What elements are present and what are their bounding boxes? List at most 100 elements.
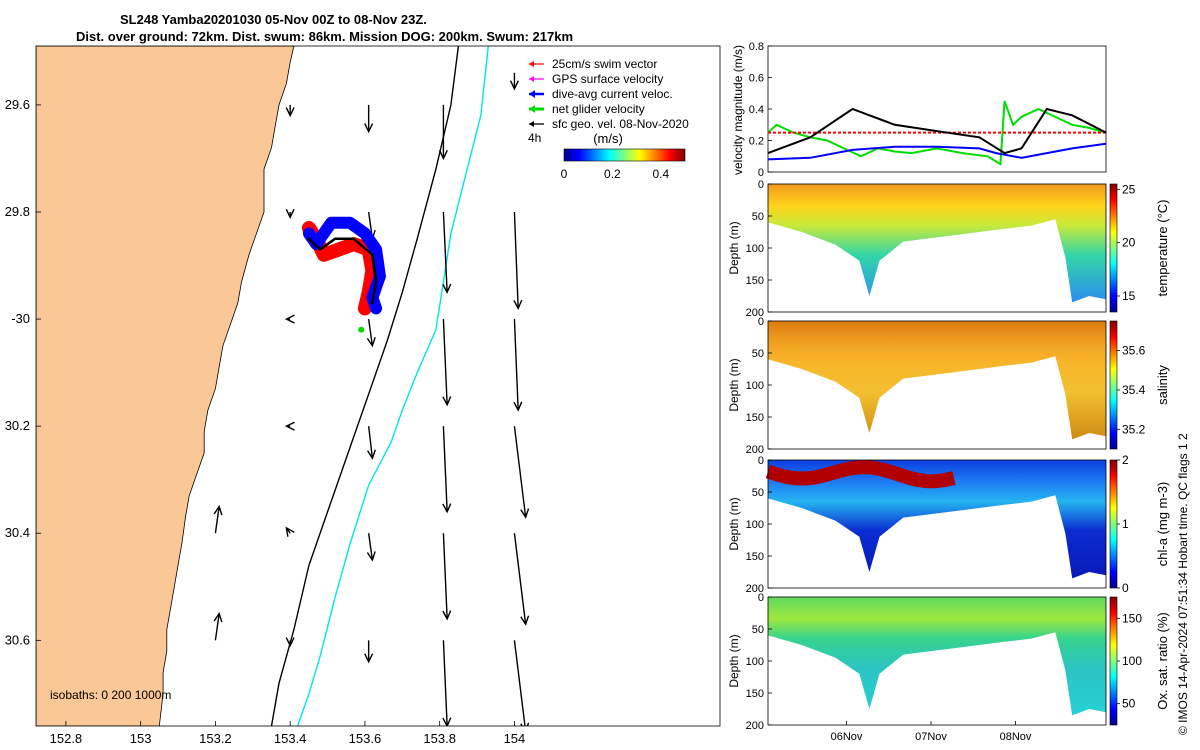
map-y-tick-label: 30.6 <box>5 632 30 647</box>
map-y-tick-label: 29.8 <box>5 204 30 219</box>
geo-vector-23 <box>364 640 374 664</box>
oxygen-colorbar <box>1109 596 1118 726</box>
legend-label-swim-vector: 25cm/s swim vector <box>552 57 657 71</box>
map-y-tick-label: 29.6 <box>5 97 30 112</box>
geo-vector-9 <box>366 318 376 348</box>
salinity-colorbar-tick: 35.4 <box>1122 383 1146 397</box>
salinity-field <box>768 321 1106 440</box>
map-x-tick-label: 153.2 <box>199 731 232 746</box>
temperature-y-tick: 200 <box>746 307 764 319</box>
net-glider-marker <box>358 326 365 333</box>
map-x-tick-label: 153 <box>130 731 152 746</box>
oxygen-ylabel: Depth (m) <box>727 634 741 687</box>
geo-vector-12 <box>284 421 295 431</box>
map-y-tick-label: 30.2 <box>5 418 30 433</box>
geo-vector-2 <box>438 104 448 161</box>
time-x-tick: 06Nov <box>831 731 863 743</box>
velocity-series-3 <box>767 107 1107 155</box>
oxygen-y-tick: 100 <box>746 656 764 668</box>
salinity-y-tick: 50 <box>752 348 764 360</box>
geo-vector-20 <box>513 533 530 626</box>
velocity-series-2 <box>767 142 1107 161</box>
chla-colorbar <box>1109 459 1118 589</box>
geo-vector-22 <box>285 637 295 648</box>
oxygen-y-tick: 0 <box>758 592 764 604</box>
isobaths-label: isobaths: 0 200 1000m <box>50 688 171 702</box>
map-colorbar-label: (m/s) <box>593 131 623 146</box>
salinity-ylabel: Depth (m) <box>727 358 741 411</box>
section-oxygen: 0 50 100 150 200 Depth (m) 50 100 150 Ox. sat. ra… <box>727 592 1170 743</box>
land-polygon <box>36 46 295 726</box>
velocity-panel: 0 0.2 0.4 0.6 0.8 velocity magnitude (m/s) <box>731 41 1107 179</box>
time-x-tick: 08Nov <box>1000 731 1032 743</box>
chla-field <box>768 460 1106 579</box>
oxygen-colorbar-tick: 50 <box>1122 697 1136 711</box>
velocity-y-tick: 0.8 <box>749 41 764 53</box>
map-x-tick-label: 153.4 <box>274 731 307 746</box>
geo-velocity-vectors <box>213 72 530 726</box>
salinity-y-tick: 100 <box>746 380 764 392</box>
salinity-colorbar <box>1109 320 1118 450</box>
temperature-field <box>768 184 1106 303</box>
oxygen-y-tick: 50 <box>752 624 764 636</box>
temperature-colorbar <box>1109 183 1118 313</box>
chla-y-tick: 0 <box>758 455 764 467</box>
chla-y-tick: 50 <box>752 487 764 499</box>
geo-vector-17 <box>285 526 295 537</box>
temperature-y-tick: 100 <box>746 243 764 255</box>
geo-vector-6 <box>442 211 452 294</box>
figure-title-line1: SL248 Yamba20201030 05-Nov 00Z to 08-Nov… <box>120 12 427 27</box>
map-colorbar-tick: 0.2 <box>604 167 621 181</box>
map-y-tick-label: 30.4 <box>5 525 30 540</box>
geo-vector-11 <box>513 319 523 412</box>
map-colorbar-tick: 0 <box>561 167 568 181</box>
geo-vector-16 <box>213 504 223 534</box>
temperature-y-tick: 50 <box>752 211 764 223</box>
chla-y-tick: 100 <box>746 519 764 531</box>
glider-tracks <box>301 216 386 333</box>
chla-max-band <box>765 460 956 489</box>
section-chla: 0 50 100 150 200 Depth (m) 0 1 2 chl-a (mg m-3) <box>727 453 1170 595</box>
velocity-y-tick: 0 <box>758 167 764 179</box>
temperature-colorbar-tick: 25 <box>1122 182 1136 196</box>
salinity-y-tick: 150 <box>746 412 764 424</box>
map-legend: 25cm/s swim vector GPS surface velocity … <box>528 57 689 145</box>
section-salinity: 0 50 100 150 200 Depth (m) 35.2 35.4 35.6 salinit… <box>727 316 1170 456</box>
chla-colorbar-tick: 1 <box>1122 517 1129 531</box>
temperature-y-tick: 0 <box>758 179 764 191</box>
geo-vector-13 <box>366 426 377 460</box>
oxygen-y-tick: 150 <box>746 688 764 700</box>
velocity-y-tick: 0.4 <box>749 104 764 116</box>
velocity-ylabel: velocity magnitude (m/s) <box>731 45 745 175</box>
geo-vector-3 <box>509 72 519 91</box>
map-colorbar-tick: 0.4 <box>652 167 669 181</box>
oxygen-y-tick: 200 <box>746 720 764 732</box>
velocity-y-ticks: 0 0.2 0.4 0.6 0.8 <box>749 41 772 179</box>
map-x-tick-label: 153.6 <box>349 731 382 746</box>
isobath-1000m-line <box>296 46 489 726</box>
geo-vector-10 <box>442 319 452 407</box>
oxygen-colorbar-tick: 150 <box>1122 611 1142 625</box>
chla-colorbar-tick: 2 <box>1122 453 1129 467</box>
figure-title-line2: Dist. over ground: 72km. Dist. swum: 86k… <box>76 29 574 44</box>
chla-ylabel: Depth (m) <box>727 497 741 550</box>
temperature-colorbar-tick: 20 <box>1122 236 1136 250</box>
map-colorbar-ticks: 0 0.2 0.4 <box>561 167 670 181</box>
velocity-y-tick: 0.2 <box>749 136 764 148</box>
map-colorbar: (m/s) 0 0.2 0.4 <box>561 131 686 181</box>
geo-vector-14 <box>442 426 452 514</box>
salinity-colorbar-tick: 35.2 <box>1122 422 1146 436</box>
temperature-ylabel: Depth (m) <box>727 221 741 274</box>
salinity-colorbar-label: salinity <box>1155 365 1170 405</box>
geo-vector-18 <box>366 533 376 562</box>
geo-vector-19 <box>442 533 452 621</box>
geo-vector-24 <box>442 640 452 726</box>
legend-label-net-glider: net glider velocity <box>552 102 645 116</box>
salinity-y-tick: 0 <box>758 316 764 328</box>
oxygen-colorbar-tick: 100 <box>1122 654 1142 668</box>
geo-vector-4 <box>285 208 295 219</box>
legend-sfc-geo: sfc geo. vel. 08-Nov-2020 <box>529 117 689 131</box>
chla-y-tick: 200 <box>746 583 764 595</box>
